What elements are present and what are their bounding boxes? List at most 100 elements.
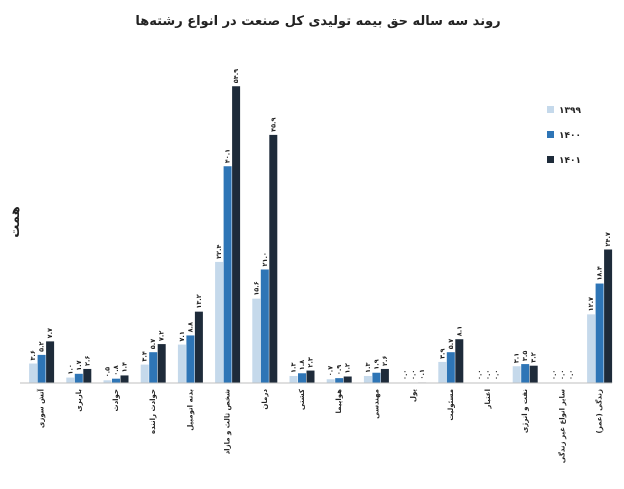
bar-3-1 (149, 352, 158, 383)
bar-7-2 (306, 370, 315, 383)
bar-7-0 (289, 375, 298, 383)
bar-5-0 (215, 261, 224, 383)
data-label: ۲.۶ (381, 356, 389, 366)
category-label: بدنه اتومبیل (186, 389, 194, 431)
chart-title: روند سه ساله حق بیمه تولیدی کل صنعت در ا… (135, 14, 500, 29)
data-label: ۰.۰ (493, 370, 501, 380)
category-labels: آتش سوزی باربری حوادث حوادث راننده بدنه اتوم… (37, 388, 604, 463)
category-label: پول (410, 389, 418, 402)
bar-11-1 (446, 352, 455, 383)
bar-15-2 (604, 249, 613, 383)
data-label: ۸.۸ (186, 322, 194, 332)
data-label: ۰.۰ (567, 370, 575, 380)
bar-2-1 (112, 378, 120, 383)
data-label: ۴۰.۱ (224, 149, 232, 163)
data-label: ۰.۵ (104, 367, 112, 377)
data-label: ۵۴.۹ (232, 69, 240, 83)
bar-5-2 (232, 86, 241, 384)
bar-8-2 (343, 376, 352, 383)
bar-6-0 (252, 298, 261, 383)
category-label: هواپیما (335, 389, 343, 414)
bar-0-0 (29, 363, 38, 383)
data-label: ۰.۸ (112, 365, 120, 375)
data-label: ۱۲.۷ (587, 297, 595, 311)
category-label: اعتبار (484, 389, 492, 410)
data-label: ۱.۹ (372, 359, 380, 369)
bar-8-0 (326, 379, 335, 383)
bar-0-2 (46, 341, 55, 383)
data-label: ۲.۶ (83, 356, 91, 366)
legend-label-0: ۱۳۹۹ (559, 106, 581, 116)
data-labels: ۳.۶۵.۲۷.۷۱.۰ ۱.۷ ۲.۶۰.۵ ۰.۸ ۱.۴۳.۴۵.۷۷.۲ ۷.۱۸… (29, 69, 612, 380)
data-label: ۱۸.۴ (596, 266, 604, 280)
data-label: ۰.۹ (335, 365, 343, 375)
bar-4-1 (186, 335, 195, 383)
category-label: آتش سوزی (37, 388, 46, 428)
data-label: ۰.۰ (558, 370, 566, 380)
bar-4-0 (177, 344, 186, 383)
data-label: ۳.۵ (521, 351, 529, 361)
data-label: ۰.۰ (401, 370, 409, 380)
category-label: نفت و انرژی (521, 389, 529, 434)
data-label: ۳.۹ (438, 348, 446, 358)
bar-15-0 (587, 314, 596, 383)
bar-13-2 (529, 365, 538, 383)
data-label: ۱.۲ (344, 363, 352, 373)
data-label: ۳.۲ (530, 352, 538, 362)
data-label: ۰.۱ (418, 369, 426, 379)
legend: ۱۳۹۹ ۱۴۰۰ ۱۴۰۱ (547, 106, 581, 166)
data-label: ۵.۲ (38, 341, 46, 351)
category-label: مسئولیت (447, 389, 455, 421)
data-label: ۷.۱ (178, 331, 186, 341)
data-label: ۱.۴ (121, 362, 129, 372)
legend-swatch-0 (547, 106, 554, 113)
bar-5-1 (223, 166, 232, 383)
category-label: مهندسی (372, 389, 380, 419)
bar-7-1 (298, 373, 306, 383)
data-label: ۱.۰ (66, 364, 74, 374)
data-label: ۳.۱ (513, 353, 521, 363)
data-label: ۲۴.۷ (604, 232, 612, 246)
bar-9-1 (372, 372, 381, 383)
legend-label-2: ۱۴۰۱ (559, 156, 581, 166)
bar-1-0 (66, 377, 75, 383)
data-label: ۰.۷ (327, 366, 335, 376)
data-label: ۳.۶ (29, 350, 37, 360)
data-label: ۸.۱ (455, 326, 463, 336)
category-label: کشتی (298, 388, 306, 410)
legend-swatch-1 (547, 131, 554, 138)
data-label: ۵.۷ (447, 339, 455, 349)
bar-2-2 (120, 375, 129, 383)
data-label: ۱۳.۲ (195, 294, 203, 308)
data-label: ۷.۲ (158, 331, 166, 341)
data-label: ۱.۳ (364, 363, 372, 373)
bar-1-2 (83, 368, 92, 383)
data-label: ۲.۳ (307, 357, 315, 367)
bar-4-2 (194, 311, 203, 383)
data-label: ۰.۰ (476, 370, 484, 380)
bar-0-1 (37, 354, 46, 383)
bar-11-0 (438, 361, 447, 383)
category-label: درمان (261, 389, 269, 410)
bar-6-1 (260, 269, 269, 383)
category-label: سایر انواع غیر زندگی (557, 389, 566, 463)
y-axis-label: همت (8, 206, 23, 238)
legend-swatch-2 (547, 156, 554, 163)
bar-9-2 (380, 368, 389, 383)
bars (29, 86, 613, 384)
data-label: ۱.۳ (290, 363, 298, 373)
bar-11-2 (455, 339, 464, 383)
data-label: ۱.۸ (298, 360, 306, 370)
data-label: ۳.۴ (141, 351, 149, 361)
bar-13-0 (512, 366, 521, 383)
category-label: شخص ثالث و مازاد (224, 389, 232, 455)
data-label: ۴۵.۹ (269, 117, 277, 131)
bar-13-1 (521, 364, 530, 383)
bar-6-2 (269, 134, 278, 383)
data-label: ۱۵.۶ (252, 281, 260, 295)
data-label: ۷.۷ (46, 328, 54, 338)
category-label: حوادث (112, 389, 120, 411)
data-label: ۰.۰ (550, 370, 558, 380)
category-label: زندگی (عمر) (595, 389, 604, 434)
